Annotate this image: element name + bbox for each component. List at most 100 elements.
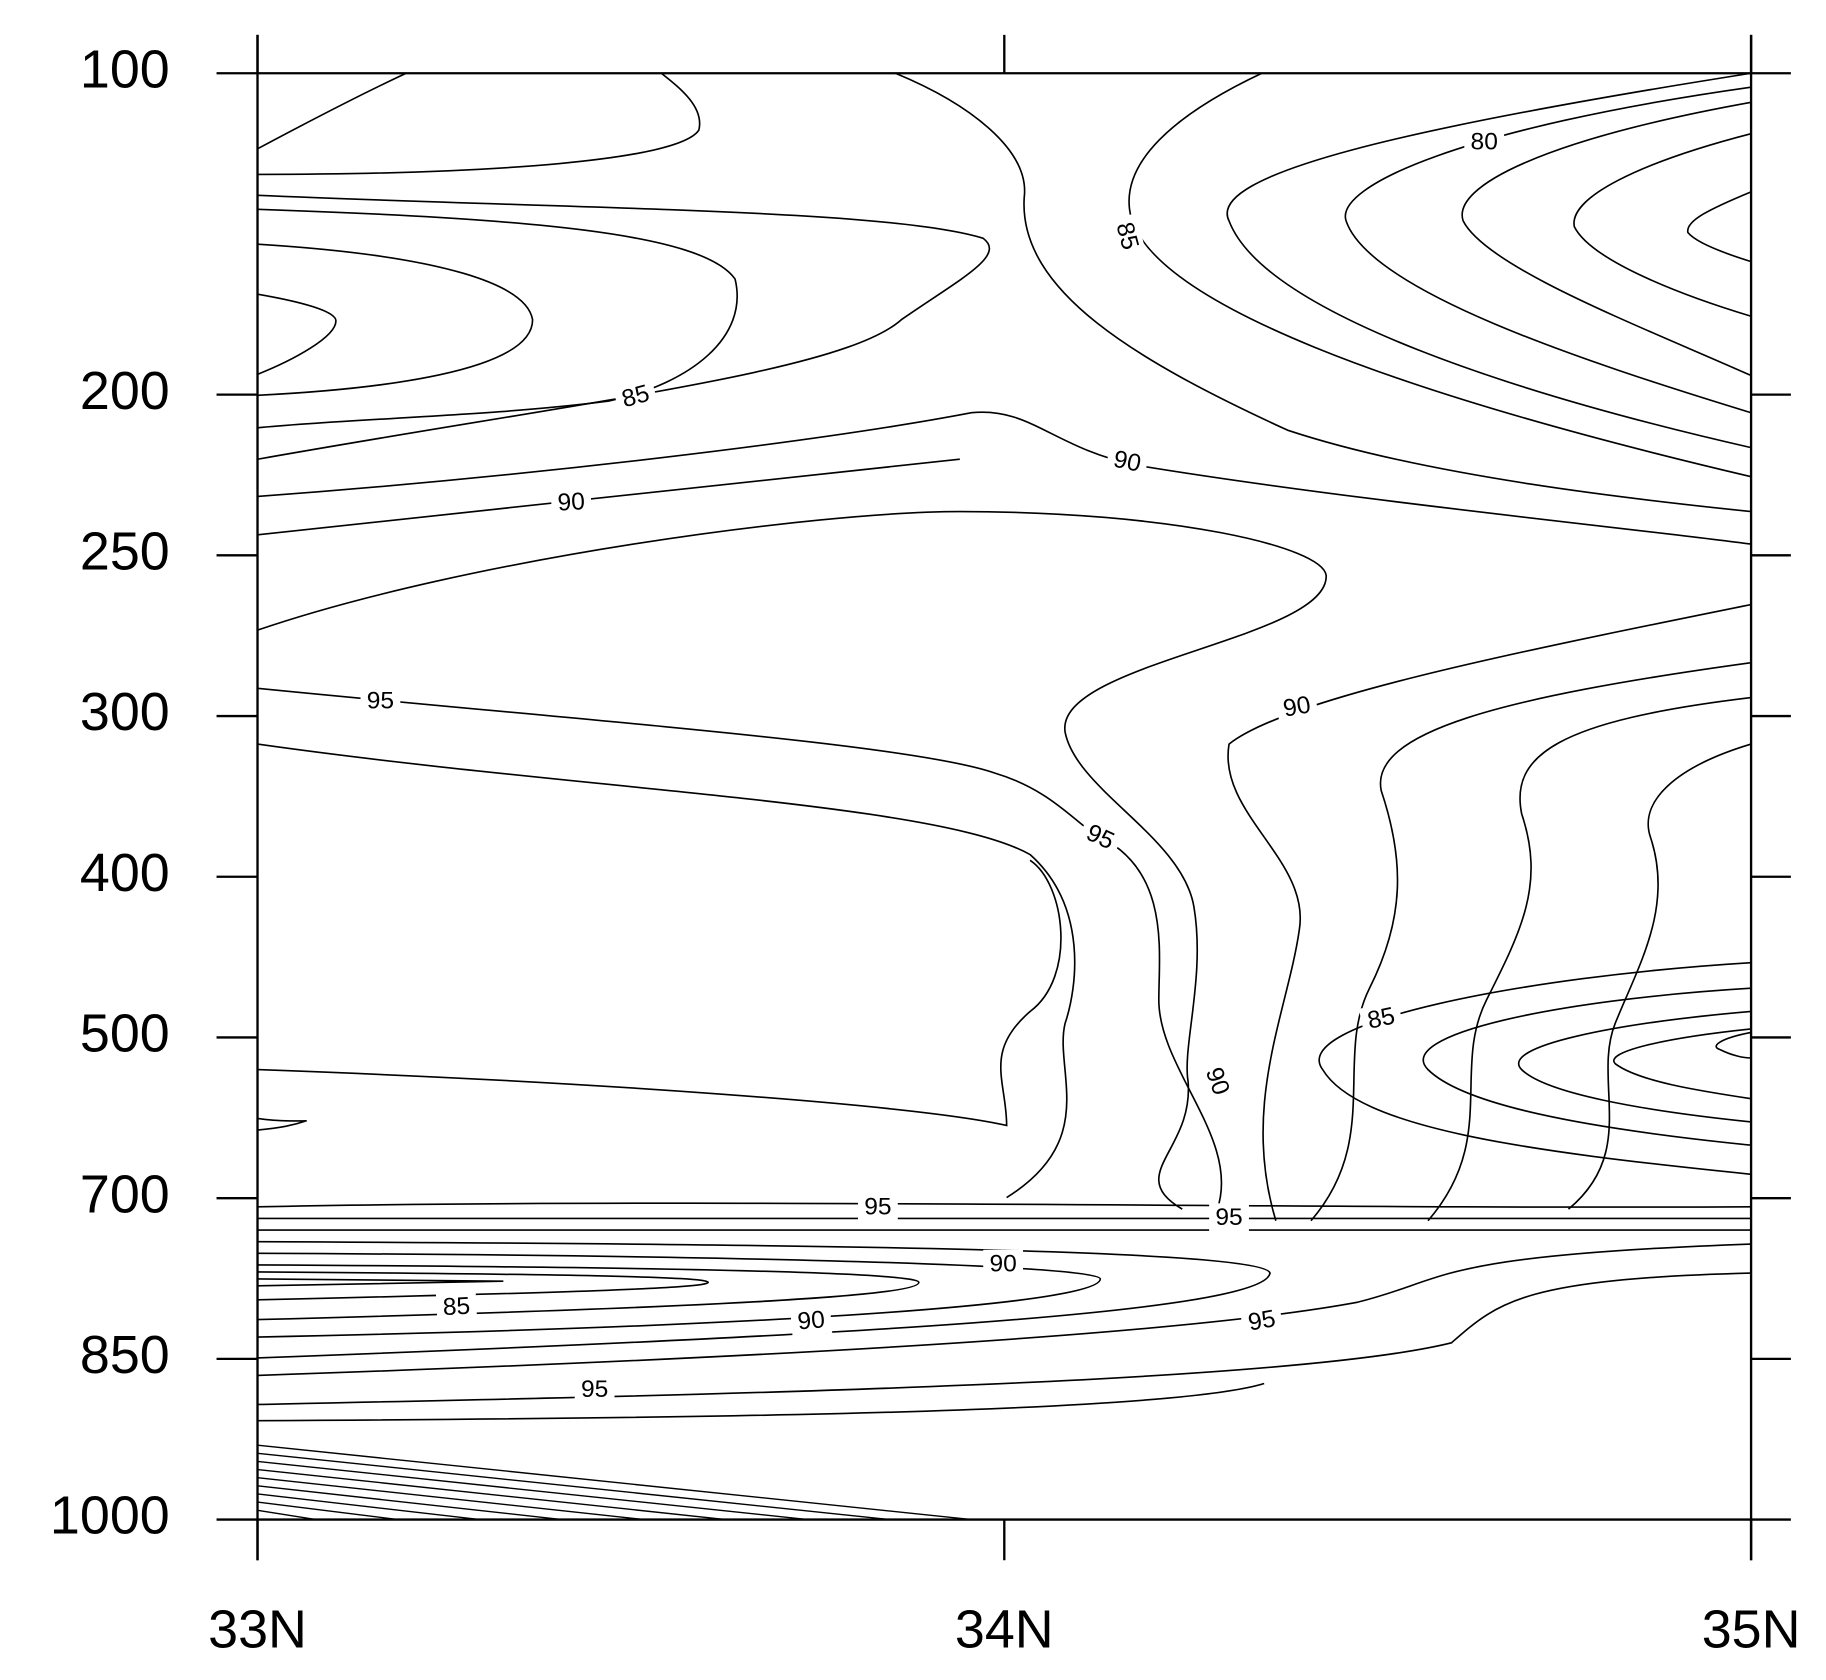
contour-line xyxy=(257,1202,1752,1208)
contour-line xyxy=(257,72,407,150)
contour-line xyxy=(1226,72,1752,449)
contour-line xyxy=(257,208,738,429)
y-tick-label: 400 xyxy=(80,843,170,903)
contour-label-group: 95 xyxy=(857,1192,898,1221)
contour-label-bg xyxy=(1464,127,1505,156)
contour-label: 95 xyxy=(864,1193,891,1220)
contour-line xyxy=(1518,1010,1752,1123)
y-tick-label: 500 xyxy=(80,1004,170,1064)
contour-line xyxy=(895,72,1752,513)
contour-label-bg xyxy=(1197,1057,1238,1105)
y-tick-label: 200 xyxy=(80,361,170,421)
contour-label-group: 90 xyxy=(1197,1057,1238,1105)
contour-label-bg xyxy=(550,487,592,518)
contour-line xyxy=(257,1240,1271,1359)
contour-line xyxy=(257,1229,1752,1233)
contour-label-bg xyxy=(435,1291,478,1322)
contour-line xyxy=(257,743,1076,1199)
contour-line xyxy=(257,411,1752,545)
y-tick-label: 100 xyxy=(80,40,170,100)
contour-label: 85 xyxy=(442,1293,471,1321)
contour-lines xyxy=(257,72,1752,1422)
contour-label-bg xyxy=(574,1375,615,1404)
contour-line xyxy=(1422,987,1752,1146)
contour-label-group: 85 xyxy=(1358,1000,1404,1037)
contour-label: 95 xyxy=(1215,1204,1242,1231)
contour-label-bg xyxy=(360,687,401,716)
contour-line xyxy=(257,1216,1752,1220)
contour-line xyxy=(257,293,337,376)
contour-line xyxy=(1461,101,1752,377)
contour-label-group: 90 xyxy=(790,1305,833,1337)
contour-label-bg xyxy=(1274,689,1319,725)
contour-label-bg xyxy=(1358,1000,1404,1037)
contour-label-group: 95 xyxy=(1209,1203,1249,1232)
contour-line xyxy=(257,1252,1102,1338)
contour-line xyxy=(257,1117,307,1131)
axes xyxy=(256,34,1753,1561)
contour-line xyxy=(1427,696,1752,1222)
contour-label-group: 90 xyxy=(983,1249,1024,1278)
y-tick-label: 850 xyxy=(80,1325,170,1385)
contour-line xyxy=(1227,603,1752,1221)
contour-line xyxy=(1344,86,1752,414)
contour-label: 85 xyxy=(1365,1003,1397,1035)
contour-line xyxy=(1318,961,1752,1176)
x-tick-label: 35N xyxy=(1702,1600,1801,1660)
contour-label-group: 90 xyxy=(550,487,592,518)
contour-line xyxy=(257,687,1223,1210)
contour-line xyxy=(1573,132,1752,318)
contour-label-bg xyxy=(983,1249,1024,1278)
y-tick-label: 700 xyxy=(80,1164,170,1224)
contour-line xyxy=(1687,191,1752,263)
contour-label-group: 85 xyxy=(612,377,659,416)
contour-line xyxy=(257,243,534,397)
contour-line xyxy=(257,1272,1752,1406)
contour-label-group: 85 xyxy=(435,1291,478,1322)
contour-label: 95 xyxy=(581,1376,608,1403)
contour-label-group: 95 xyxy=(1076,816,1125,859)
contour-line xyxy=(257,1382,1265,1422)
contour-line xyxy=(1715,1031,1752,1059)
contour-label-group: 95 xyxy=(1239,1303,1284,1338)
contour-label: 90 xyxy=(1111,446,1143,478)
contour-line xyxy=(257,1278,504,1287)
contour-label-group: 95 xyxy=(574,1375,615,1404)
hatching xyxy=(257,1444,972,1521)
contour-label: 90 xyxy=(1281,691,1313,722)
contour-label-bg xyxy=(1104,443,1150,480)
contour-label-bg xyxy=(1239,1303,1284,1338)
contour-line xyxy=(1310,661,1752,1222)
contour-label: 80 xyxy=(1471,129,1498,156)
y-tick-label: 250 xyxy=(80,522,170,582)
contour-label-bg xyxy=(612,377,659,416)
y-tick-label: 1000 xyxy=(50,1486,170,1546)
contour-line xyxy=(257,458,960,536)
contour-label-group: 90 xyxy=(1104,443,1150,480)
x-tick-label: 33N xyxy=(208,1600,307,1660)
contour-line xyxy=(257,510,1328,1210)
contour-label: 90 xyxy=(989,1250,1016,1277)
contour-label-bg xyxy=(790,1305,833,1337)
contour-label-bg xyxy=(1108,213,1146,259)
contour-line xyxy=(1567,743,1752,1210)
contour-line xyxy=(257,1271,709,1301)
contour-label-bg xyxy=(1209,1203,1249,1232)
y-tick-label: 300 xyxy=(80,682,170,742)
contour-label: 90 xyxy=(796,1306,826,1335)
contour-label-group: 90 xyxy=(1274,689,1319,725)
contour-label-bg xyxy=(1076,816,1125,859)
contour-label-group: 95 xyxy=(360,687,401,716)
contour-line xyxy=(257,1264,920,1321)
contour-label-group: 80 xyxy=(1464,127,1505,156)
contour-line xyxy=(1128,72,1752,478)
contour-label-group: 85 xyxy=(1108,213,1146,259)
contour-line xyxy=(257,859,1062,1127)
x-tick-label: 34N xyxy=(955,1600,1054,1660)
contour-line xyxy=(257,72,701,176)
contour-label: 95 xyxy=(1246,1305,1278,1336)
contour-label-bg xyxy=(857,1192,898,1221)
contour-line xyxy=(1613,1028,1752,1100)
contour-label: 95 xyxy=(367,688,394,715)
